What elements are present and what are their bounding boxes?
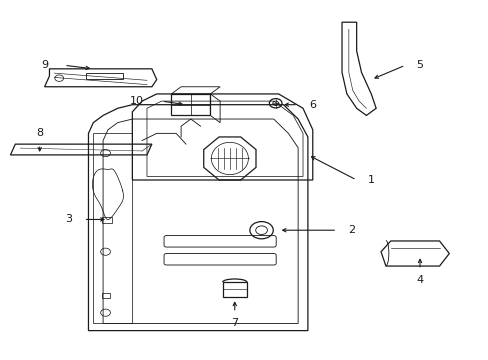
Text: 5: 5 xyxy=(416,60,423,70)
Text: 10: 10 xyxy=(130,96,144,106)
Text: 4: 4 xyxy=(416,275,423,285)
Text: 1: 1 xyxy=(367,175,374,185)
Text: 3: 3 xyxy=(65,215,72,224)
Text: 9: 9 xyxy=(41,60,48,70)
Text: 2: 2 xyxy=(347,225,355,235)
Text: 6: 6 xyxy=(308,100,316,110)
Text: 7: 7 xyxy=(231,319,238,328)
Text: 8: 8 xyxy=(36,129,43,138)
